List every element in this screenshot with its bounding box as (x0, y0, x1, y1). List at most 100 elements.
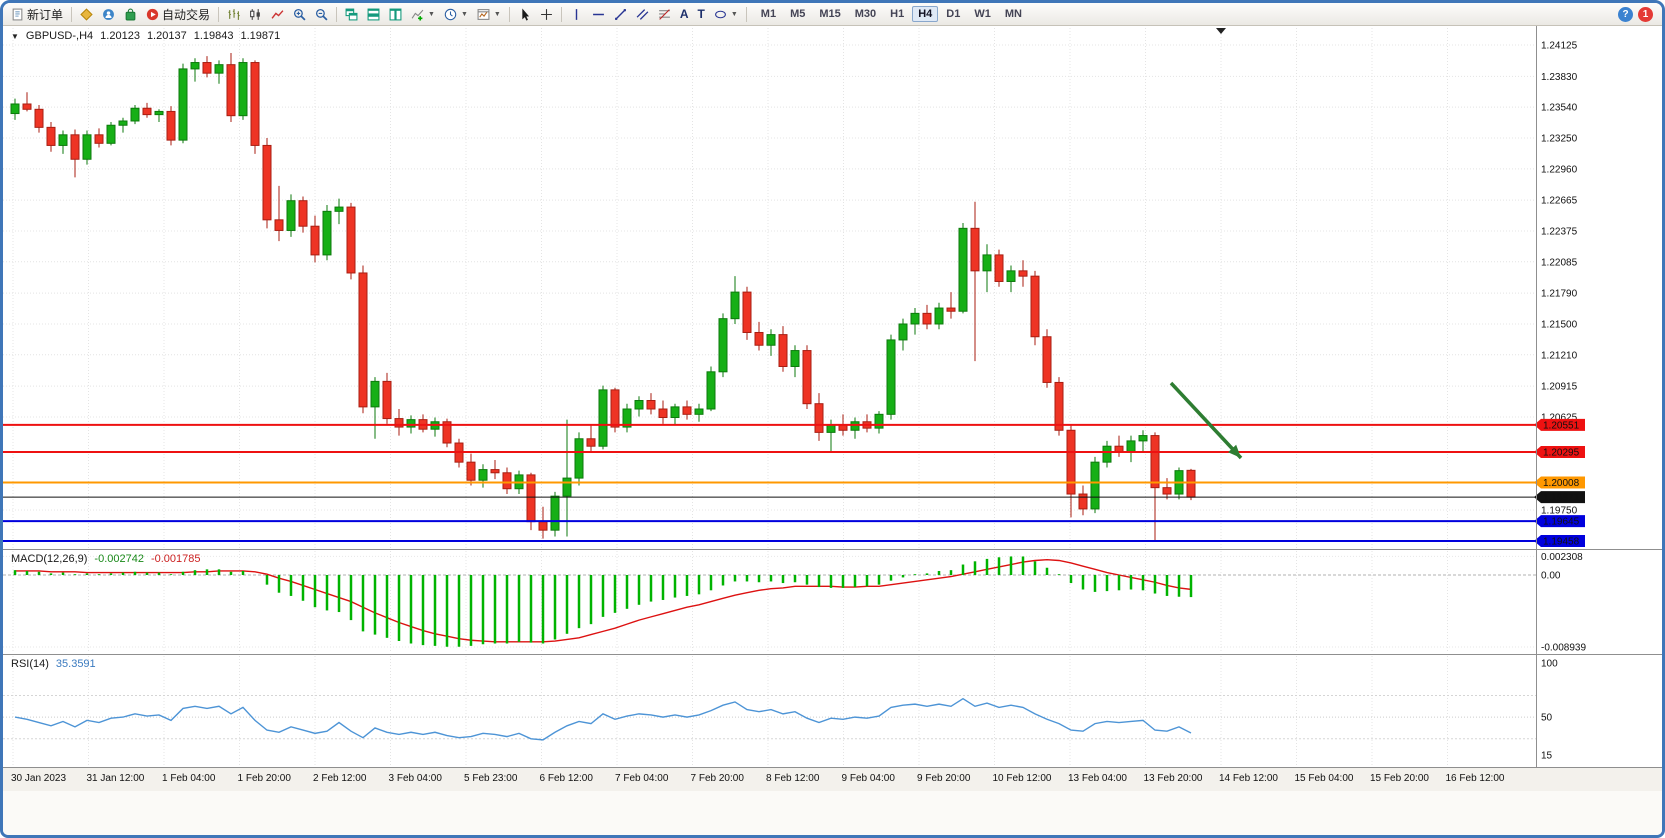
market-icon (125, 8, 136, 20)
macd-signal-line (15, 558, 1192, 643)
chart-canvas[interactable]: 1.24125 1.23830 1.23540 1.23250 1.22960 1.226… (3, 3, 1662, 835)
cascade-windows-button[interactable] (341, 5, 362, 24)
candle (346, 206, 356, 274)
notification-badge[interactable]: 1 (1638, 6, 1653, 22)
arrow-annotation[interactable] (1169, 381, 1243, 460)
community-button[interactable] (98, 5, 119, 24)
channel-button[interactable] (632, 5, 653, 24)
time-axis-label: 30 Jan 2023 (11, 773, 67, 784)
rsi-axis-label: 100 (1541, 659, 1558, 670)
candle (214, 64, 224, 74)
price-tag-label: 1.20295 (1543, 448, 1580, 459)
autotrading-label: 自动交易 (162, 7, 211, 22)
time-axis-label: 2 Feb 12:00 (313, 773, 367, 784)
price-axis-label: 1.21790 (1541, 289, 1578, 300)
price-axis-label: 1.24125 (1541, 41, 1578, 52)
tile-horizontal-button[interactable] (363, 5, 384, 24)
time-axis-label: 9 Feb 20:00 (917, 773, 971, 784)
candle (406, 419, 416, 428)
candle (634, 400, 644, 410)
candle (58, 134, 68, 146)
candle (934, 307, 944, 325)
timeframe-button-m30[interactable]: M30 (854, 8, 877, 20)
text-tool-button[interactable]: A (676, 5, 693, 24)
candle (562, 477, 572, 497)
candle (538, 521, 548, 531)
autotrading-icon (146, 8, 159, 20)
zoom-in-button[interactable] (289, 5, 310, 24)
metaeditor-button[interactable] (76, 5, 97, 24)
tile-vertical-button[interactable] (385, 5, 406, 24)
time-axis-label: 7 Feb 04:00 (615, 773, 669, 784)
candle (694, 408, 704, 415)
bar-chart-button[interactable] (223, 5, 244, 24)
candle (1018, 270, 1028, 277)
horizontal-line-button[interactable] (588, 5, 609, 24)
candle (802, 350, 812, 405)
macd-axis-label: 0.00 (1541, 571, 1561, 582)
new-order-button[interactable]: 新订单 (7, 5, 67, 24)
candle (1102, 445, 1112, 463)
label-icon: T (697, 7, 705, 21)
terminal-client-area: 1.24125 1.23830 1.23540 1.23250 1.22960 1.226… (3, 3, 1662, 835)
vertical-line-button[interactable] (566, 5, 587, 24)
candle (658, 408, 668, 419)
timeframe-button-mn[interactable]: MN (1004, 8, 1022, 20)
candle (34, 108, 44, 128)
chart-shift-marker[interactable] (1216, 28, 1226, 34)
time-axis-label: 8 Feb 12:00 (766, 773, 820, 784)
chart-high-value: 1.20137 (146, 30, 187, 42)
candle (766, 334, 776, 346)
cursor-button[interactable] (514, 5, 535, 24)
timeframe-button-m5[interactable]: M5 (790, 8, 806, 20)
rsi-axis-label: 15 (1541, 751, 1553, 762)
time-axis-label: 14 Feb 12:00 (1219, 773, 1278, 784)
toolbar-separator (745, 6, 747, 22)
chart-open-value: 1.20123 (100, 30, 140, 42)
timeframe-button-d1[interactable]: D1 (946, 8, 961, 20)
macd-axis-label: 0.002308 (1541, 552, 1583, 563)
price-tag-label: 1.20551 (1543, 420, 1580, 431)
trendline-button[interactable] (610, 5, 631, 24)
shapes-icon (714, 10, 726, 18)
candle (82, 134, 92, 160)
candle (778, 334, 788, 367)
help-badge[interactable]: ? (1618, 6, 1633, 22)
candle (706, 371, 716, 410)
timeframe-button-h1[interactable]: H1 (890, 8, 905, 20)
label-tool-button[interactable]: T (694, 5, 709, 24)
indicators-icon (411, 9, 424, 20)
time-axis[interactable]: 30 Jan 2023 31 Jan 12:00 1 Feb 04:00 1 Feb … (3, 767, 1662, 791)
fibonacci-button[interactable] (654, 5, 675, 24)
shapes-button[interactable]: ▼ (710, 5, 742, 24)
chart-menu-arrow-icon[interactable]: ▼ (11, 32, 19, 41)
timeframe-button-m1[interactable]: M1 (760, 8, 777, 20)
macd-surface[interactable] (3, 550, 1536, 654)
indicators-button[interactable]: ▼ (407, 5, 439, 24)
chevron-down-icon: ▼ (460, 10, 468, 18)
line-chart-button[interactable] (267, 5, 288, 24)
autotrading-button[interactable]: 自动交易 (142, 5, 214, 24)
candlestick-chart-button[interactable] (245, 5, 266, 24)
template-button[interactable]: ▼ (473, 5, 505, 24)
periods-button[interactable]: ▼ (440, 5, 472, 24)
template-icon (477, 8, 490, 20)
candle (1186, 469, 1196, 498)
timeframe-button-w1[interactable]: W1 (974, 8, 991, 20)
market-button[interactable] (120, 5, 141, 24)
price-axis[interactable] (1536, 26, 1662, 766)
timeframe-button-h4[interactable]: H4 (912, 6, 939, 22)
chart-ohlc-header: ▼ GBPUSD-,H4 1.20123 1.20137 1.19843 1.1… (11, 30, 280, 42)
zoom-out-button[interactable] (311, 5, 332, 24)
candle (586, 438, 596, 447)
crosshair-button[interactable] (536, 5, 557, 24)
text-icon: A (679, 7, 689, 21)
chevron-down-icon: ▼ (493, 10, 501, 18)
time-axis-label: 13 Feb 04:00 (1068, 773, 1127, 784)
timeframe-button-m15[interactable]: M15 (819, 8, 841, 20)
candle (670, 406, 680, 419)
candle (826, 424, 836, 433)
candle (442, 421, 452, 444)
candle (478, 469, 488, 481)
candle (910, 312, 920, 325)
